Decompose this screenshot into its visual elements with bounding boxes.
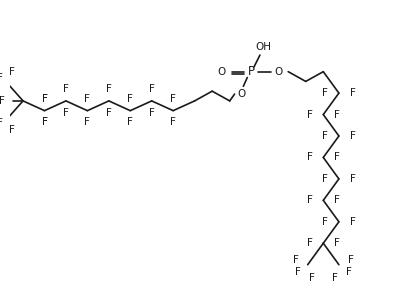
Text: F: F (322, 217, 328, 227)
Text: P: P (248, 65, 255, 78)
Text: F: F (106, 84, 112, 94)
Text: O: O (218, 67, 226, 77)
Text: F: F (322, 88, 328, 98)
Text: F: F (348, 255, 353, 265)
Text: O: O (237, 89, 246, 99)
Text: F: F (322, 174, 328, 184)
Text: F: F (127, 117, 133, 127)
Text: F: F (334, 109, 340, 119)
Text: O: O (274, 67, 283, 77)
Text: F: F (170, 94, 176, 104)
Text: OH: OH (256, 42, 272, 52)
Text: F: F (42, 94, 47, 104)
Text: F: F (350, 217, 356, 227)
Text: F: F (149, 108, 154, 118)
Text: F: F (322, 131, 328, 141)
Text: F: F (42, 117, 47, 127)
Text: F: F (309, 273, 314, 283)
Text: F: F (9, 67, 15, 77)
Text: F: F (307, 238, 313, 248)
Text: F: F (334, 152, 340, 162)
Text: F: F (350, 174, 356, 184)
Text: F: F (149, 84, 154, 94)
Text: F: F (84, 94, 90, 104)
Text: F: F (0, 118, 2, 128)
Text: F: F (63, 84, 69, 94)
Text: F: F (307, 195, 313, 205)
Text: F: F (63, 108, 69, 118)
Text: F: F (334, 238, 340, 248)
Text: F: F (42, 117, 47, 127)
Text: F: F (127, 94, 133, 104)
Text: F: F (0, 74, 2, 84)
Text: F: F (307, 109, 313, 119)
Text: F: F (307, 152, 313, 162)
Text: F: F (350, 88, 356, 98)
Text: F: F (9, 125, 15, 135)
Text: F: F (293, 255, 299, 265)
Text: F: F (295, 267, 301, 278)
Text: F: F (106, 108, 112, 118)
Text: F: F (0, 96, 5, 106)
Text: F: F (350, 131, 356, 141)
Text: F: F (170, 117, 176, 127)
Text: F: F (334, 195, 340, 205)
Text: F: F (84, 117, 90, 127)
Text: F: F (42, 94, 47, 104)
Text: F: F (346, 267, 351, 278)
Text: F: F (332, 273, 338, 283)
